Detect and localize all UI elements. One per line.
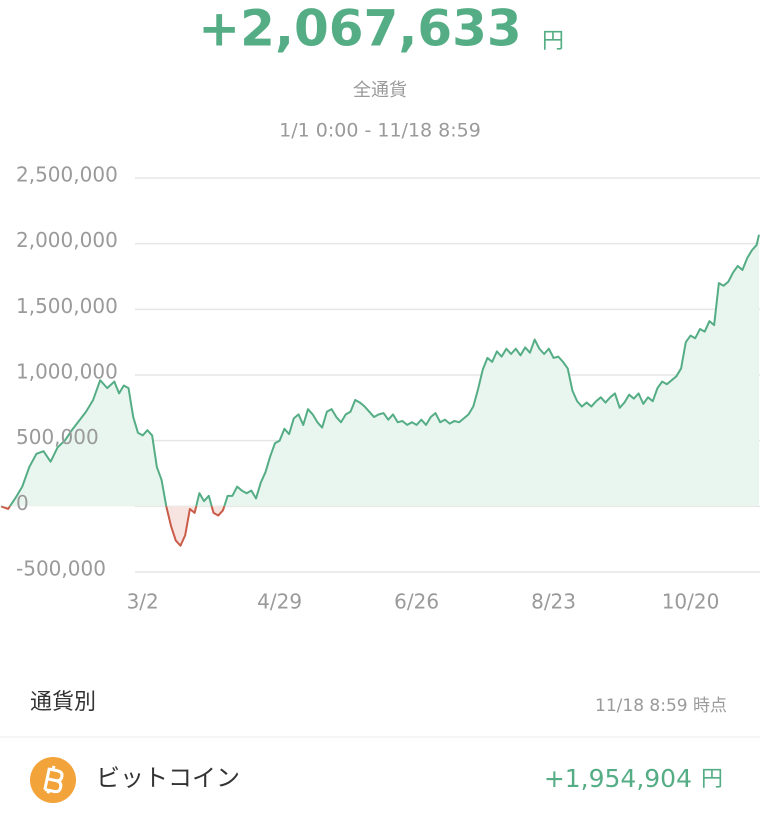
x-tick-label: 8/23 — [531, 590, 576, 614]
period-label: 1/1 0:00 - 11/18 8:59 — [279, 120, 481, 142]
x-tick-label: 10/20 — [662, 590, 720, 614]
area-positive — [9, 234, 759, 507]
y-tick-label: 500,000 — [16, 425, 99, 449]
section-timestamp: 11/18 8:59 時点 — [595, 696, 727, 716]
y-tick-label: 2,000,000 — [16, 228, 118, 252]
section-title: 通貨別 — [30, 690, 96, 715]
bitcoin-icon — [30, 757, 76, 803]
y-tick-label: 1,500,000 — [16, 294, 118, 318]
total-value: +2,067,633 — [198, 0, 521, 58]
total-unit: 円 — [542, 29, 564, 54]
x-tick-label: 4/29 — [257, 590, 302, 614]
y-tick-label: -500,000 — [16, 557, 106, 581]
y-tick-label: 1,000,000 — [16, 360, 118, 384]
currency-value[interactable]: +1,954,904 — [544, 764, 692, 793]
line-positive — [1, 234, 760, 507]
y-tick-label: 2,500,000 — [16, 163, 118, 187]
currency-unit[interactable]: 円 — [701, 767, 723, 792]
chart: -500,000 0 500,000 1,000,000 1,500,000 2,000,… — [0, 163, 760, 614]
y-tick-label: 0 — [16, 491, 29, 515]
currency-name[interactable]: ビットコイン — [96, 764, 240, 792]
x-tick-label: 6/26 — [394, 590, 439, 614]
scope-label: 全通貨 — [353, 80, 407, 101]
x-tick-label: 3/2 — [127, 590, 159, 614]
